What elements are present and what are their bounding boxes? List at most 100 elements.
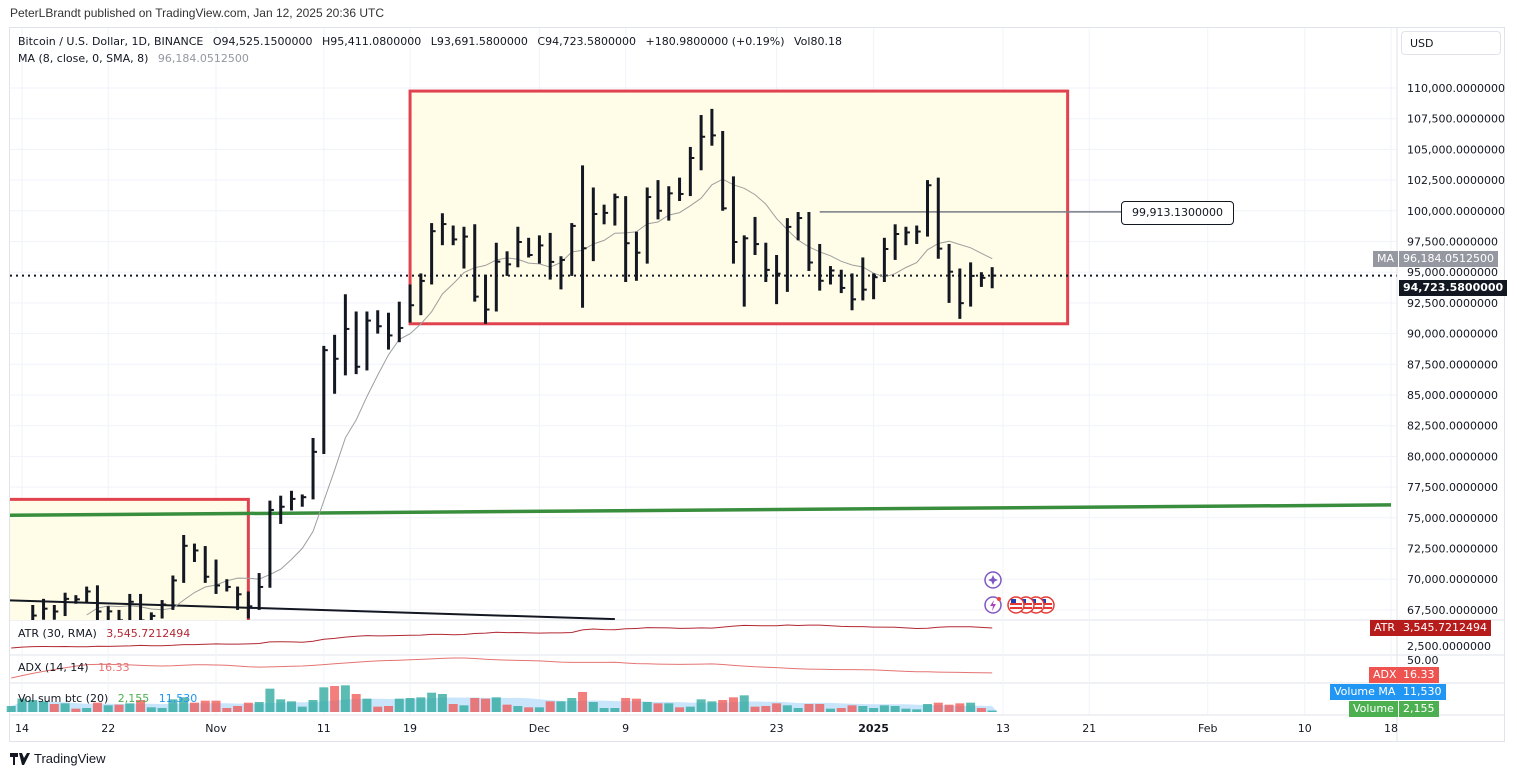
volume-bar xyxy=(534,707,544,712)
lightning-glyph xyxy=(990,600,996,611)
ma-value: 96,184.0512500 xyxy=(157,52,249,65)
price-tick-label: 110,000.0000000 xyxy=(1407,82,1505,95)
price-tick-label: 72,500.0000000 xyxy=(1407,543,1498,556)
volume-ma-value: 11,530 xyxy=(158,692,198,705)
price-tick-label: 85,000.0000000 xyxy=(1407,389,1498,402)
flag-stripe xyxy=(1040,603,1052,605)
volume-bar xyxy=(286,701,296,712)
price-tick-label: 75,000.0000000 xyxy=(1407,512,1498,525)
volume-bar xyxy=(976,708,986,712)
volume-bar xyxy=(351,694,361,712)
price-tick-label: 105,000.0000000 xyxy=(1407,143,1505,156)
volume-bar xyxy=(265,688,275,712)
volume-axis-badge: 2,155 xyxy=(1399,701,1439,717)
volume-bar xyxy=(901,708,911,712)
adx-value: 16.33 xyxy=(98,661,130,674)
price-tick-label: 87,500.0000000 xyxy=(1407,358,1498,371)
atr-line xyxy=(11,624,993,649)
atr-legend[interactable]: ATR (30, RMA) 3,545.7212494 xyxy=(18,627,196,640)
volume-bar xyxy=(125,703,135,712)
lower-panes xyxy=(6,624,998,712)
tradingview-logo[interactable]: TradingView xyxy=(10,751,106,766)
volume-bar xyxy=(437,694,447,712)
volume-bar xyxy=(858,706,868,712)
volume-bar xyxy=(685,706,695,712)
legend-change: +180.9800000 (+0.19%) xyxy=(645,35,785,48)
volume-bar xyxy=(933,702,943,712)
horizontal-line-price-label[interactable]: 99,913.1300000 xyxy=(1121,201,1234,225)
time-tick-label: 14 xyxy=(15,722,29,735)
volume-bar xyxy=(168,699,178,712)
adx-axis-badge: 16.33 xyxy=(1399,667,1439,683)
volume-bar xyxy=(470,698,480,712)
time-tick-label: Dec xyxy=(529,722,550,735)
volume-legend[interactable]: Vol sum btc (20) 2,155 11,530 xyxy=(18,692,203,705)
price-tick-label: 70,000.0000000 xyxy=(1407,573,1498,586)
flag-stripe xyxy=(1020,603,1032,605)
volume-bar xyxy=(944,704,954,712)
volume-bar xyxy=(6,706,16,712)
adx-label: ADX (14, 14) xyxy=(18,661,89,674)
time-tick-label: Nov xyxy=(205,722,227,735)
volume-bar xyxy=(772,703,782,712)
volume-bar xyxy=(761,706,771,712)
price-tick-label: 90,000.0000000 xyxy=(1407,328,1498,341)
volume-bar xyxy=(384,706,393,712)
flag-stripe xyxy=(1030,603,1042,605)
price-tick-label: 67,500.0000000 xyxy=(1407,604,1498,617)
axes: 67,500.0000000 70,000.0000000 72,500.00000… xyxy=(15,82,1505,735)
symbol-legend[interactable]: Bitcoin / U.S. Dollar, 1D, BINANCE O94,5… xyxy=(18,35,848,48)
volume-bar xyxy=(890,706,900,712)
volume-bar xyxy=(750,706,760,712)
adx-axis-tag: ADX xyxy=(1369,667,1401,683)
adx-legend[interactable]: ADX (14, 14) 16.33 xyxy=(18,661,136,674)
price-tick-label: 80,000.0000000 xyxy=(1407,450,1498,463)
volume-bar xyxy=(448,704,458,712)
flag-stripe xyxy=(1040,607,1052,609)
volume-bar xyxy=(394,698,404,712)
volume-bar xyxy=(524,707,534,712)
volume-bar xyxy=(621,698,631,712)
price-tick-label: 97,500.0000000 xyxy=(1407,236,1498,249)
range-box xyxy=(408,89,1070,326)
volume-bar xyxy=(82,708,92,712)
volume-bar xyxy=(502,704,512,712)
volume-bar xyxy=(804,704,814,712)
volume-bar xyxy=(793,708,803,712)
volume-bar xyxy=(39,701,49,712)
volume-bar xyxy=(545,701,555,712)
volume-bar xyxy=(233,706,243,712)
currency-button[interactable]: USD xyxy=(1401,31,1501,55)
ohlc-bars xyxy=(31,108,997,620)
legend-volume: Vol80.18 xyxy=(794,35,842,48)
legend-low: L93,691.5800000 xyxy=(430,35,528,48)
volume-bar xyxy=(103,705,113,712)
volume-bar xyxy=(60,703,70,712)
atr-label: ATR (30, RMA) xyxy=(18,627,97,640)
volume-bar xyxy=(599,708,609,712)
volume-bar xyxy=(340,685,350,712)
volume-bar xyxy=(330,686,340,712)
volume-bar xyxy=(481,698,491,712)
volume-bar xyxy=(211,700,221,712)
volume-ma-axis-badge: 11,530 xyxy=(1399,684,1446,700)
volume-bar xyxy=(276,699,286,712)
volume-bar xyxy=(114,704,124,712)
volume-bar xyxy=(28,700,38,712)
volume-bar xyxy=(696,699,706,712)
ma-legend[interactable]: MA (8, close, 0, SMA, 8) 96,184.0512500 xyxy=(18,52,255,65)
volume-bar xyxy=(567,698,577,712)
volume-bar xyxy=(664,703,674,712)
volume-bar xyxy=(782,705,792,712)
price-tick-label: 100,000.0000000 xyxy=(1407,205,1505,218)
time-tick-label: 2025 xyxy=(858,722,889,735)
volume-bar xyxy=(869,708,879,712)
volume-bar xyxy=(847,705,857,712)
volume-bar xyxy=(146,707,156,712)
volume-bar xyxy=(405,698,415,712)
time-tick-label: 21 xyxy=(1082,722,1096,735)
volume-axis-tag: Volume xyxy=(1349,701,1398,717)
notification-dot xyxy=(997,597,1001,601)
volume-bar xyxy=(459,705,469,712)
